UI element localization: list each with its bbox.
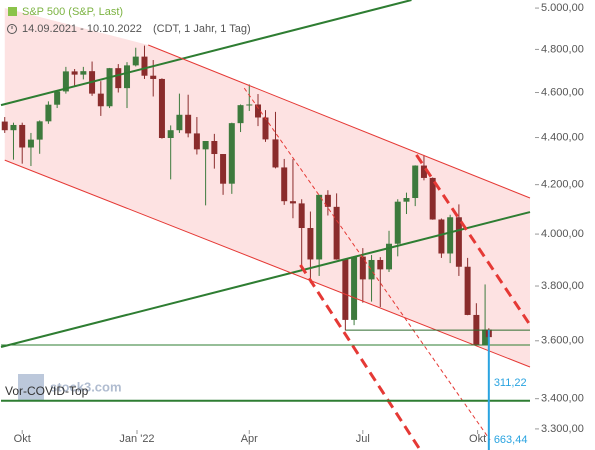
candle-body xyxy=(10,124,17,131)
x-tick-label: Jul xyxy=(356,433,370,445)
subtitle: 14.09.2021 - 10.10.2022 xyxy=(22,23,142,35)
candle-body xyxy=(482,329,489,345)
candle-body xyxy=(351,256,358,320)
candle-body xyxy=(403,198,410,202)
x-tick-label: Okt xyxy=(469,433,486,445)
candle-body xyxy=(62,71,69,92)
candle-body xyxy=(228,123,235,184)
note: (CDT, 1 Jahr, 1 Tag) xyxy=(153,23,251,35)
watermark-logo xyxy=(18,374,44,400)
candle-body xyxy=(19,124,26,148)
y-tick-label: 4.800,00 xyxy=(541,43,584,55)
trend-line xyxy=(0,0,412,107)
x-tick-label: Jan '22 xyxy=(119,433,154,445)
candle-body xyxy=(412,165,419,199)
y-tick-label: 4.000,00 xyxy=(541,228,584,240)
candle-body xyxy=(80,71,87,75)
candle-body xyxy=(262,117,269,140)
candle-body xyxy=(333,206,340,260)
candle-body xyxy=(394,201,401,244)
candle-body xyxy=(386,243,393,270)
candle-body xyxy=(429,177,436,220)
candle-body xyxy=(45,104,52,122)
candle-body xyxy=(342,259,349,320)
candle-body xyxy=(255,104,262,118)
candle-body xyxy=(324,194,331,207)
candle-body xyxy=(307,228,314,260)
candle-body xyxy=(455,217,462,267)
candle-body xyxy=(106,68,113,107)
clock-icon xyxy=(7,24,17,34)
trend-line xyxy=(415,154,532,326)
candle-body xyxy=(438,219,445,254)
y-tick-label: 4.600,00 xyxy=(541,86,584,98)
channel-fill xyxy=(4,8,531,368)
candle-body xyxy=(27,139,34,148)
candle-body xyxy=(115,68,122,89)
measure-label: 311,22 xyxy=(494,377,527,389)
watermark: stock3.com xyxy=(50,379,122,394)
candle-body xyxy=(193,133,200,150)
candle-body xyxy=(298,203,305,229)
candle-body xyxy=(420,165,427,178)
candle-body xyxy=(124,65,131,89)
candle-body xyxy=(185,114,192,134)
trend-line xyxy=(4,159,531,368)
candle-body xyxy=(359,256,366,280)
y-tick-label: 5.000,00 xyxy=(541,2,584,14)
y-tick-label: 4.200,00 xyxy=(541,179,584,191)
y-tick-label: 3.800,00 xyxy=(541,280,584,292)
line-label: Vor-COVID-Top xyxy=(5,384,89,398)
trend-line xyxy=(299,264,422,450)
candle-body xyxy=(176,114,183,131)
y-tick-label: 3.300,00 xyxy=(541,423,584,435)
candle-body xyxy=(36,121,43,140)
candle-body xyxy=(54,91,61,105)
candle-body xyxy=(158,78,165,139)
measure-label: 663,44 xyxy=(494,434,528,446)
candle-body xyxy=(220,154,227,184)
candle-body xyxy=(464,266,471,315)
candle-body xyxy=(368,259,375,280)
trend-line xyxy=(243,87,491,441)
candle-body xyxy=(246,104,253,106)
candle-body xyxy=(289,201,296,204)
trend-line xyxy=(0,211,531,348)
x-tick-label: Okt xyxy=(14,433,31,445)
candle-body xyxy=(97,93,104,107)
chart-title: S&P 500 (S&P, Last) xyxy=(22,6,123,18)
candle-body xyxy=(71,71,78,75)
candle-body xyxy=(141,56,148,76)
candle-body xyxy=(281,167,288,202)
trend-line xyxy=(148,44,531,199)
candle-body xyxy=(1,121,8,131)
candle-body xyxy=(132,56,139,66)
candle-body xyxy=(237,105,244,124)
x-tick-label: Apr xyxy=(241,433,258,445)
candle-body xyxy=(447,217,454,254)
candle-body xyxy=(202,141,209,150)
y-tick-label: 3.400,00 xyxy=(541,393,584,405)
y-tick-label: 3.600,00 xyxy=(541,335,584,347)
candle-body xyxy=(150,75,157,79)
legend-swatch xyxy=(8,7,17,16)
candle-body xyxy=(167,130,174,139)
candle-body xyxy=(211,141,218,155)
y-tick-label: 4.400,00 xyxy=(541,131,584,143)
candle-body xyxy=(272,139,279,168)
candle-body xyxy=(377,259,384,270)
candle-body xyxy=(316,194,323,260)
